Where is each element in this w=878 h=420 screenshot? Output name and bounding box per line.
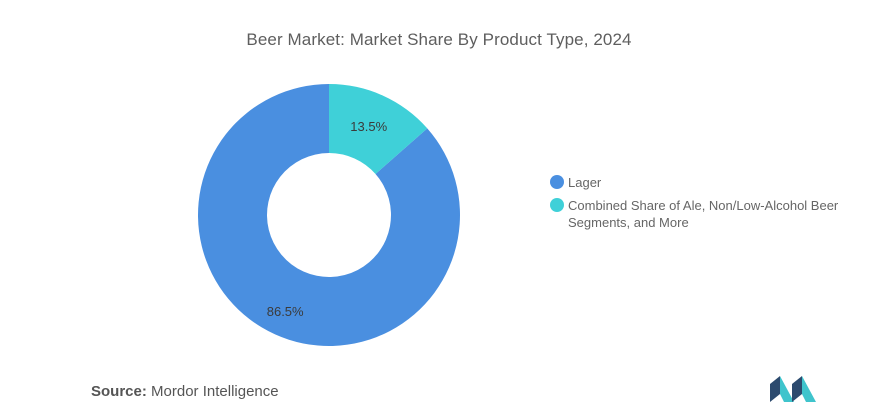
chart-legend: Lager Combined Share of Ale, Non/Low-Alc… [550,174,850,237]
source-label: Source: [91,383,147,400]
donut-slice-lager [198,84,461,346]
source-note: Source: Mordor Intelligence [91,383,279,400]
chart-title: Beer Market: Market Share By Product Typ… [246,30,632,49]
data-label-lager: 86.5% [267,304,304,319]
legend-label-lager: Lager [568,175,602,190]
source-text: Mordor Intelligence [151,383,279,400]
legend-item-combined-share: Combined Share of Ale, Non/Low-Alcohol B… [550,197,850,231]
legend-item-lager: Lager [550,174,850,191]
legend-swatch-lager [550,175,564,189]
legend-label-combined-share: Combined Share of Ale, Non/Low-Alcohol B… [568,198,839,230]
data-label-combined-share: 13.5% [350,119,387,134]
donut-slice-combined-share [329,84,428,174]
legend-swatch-combined-share [550,198,564,212]
mordor-intelligence-logo-icon [770,376,816,402]
